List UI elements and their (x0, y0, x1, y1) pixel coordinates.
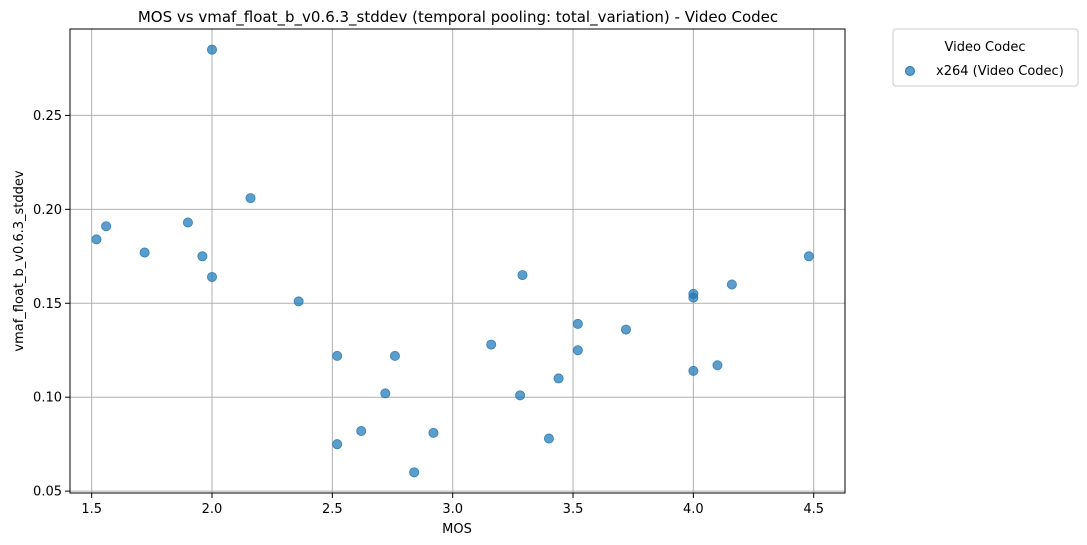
x-tick-label: 2.5 (322, 502, 343, 517)
scatter-point (486, 339, 497, 350)
legend-box (892, 28, 1079, 87)
x-tick-label: 3.0 (442, 502, 463, 517)
x-tick-label: 3.5 (563, 502, 584, 517)
scatter-point (803, 251, 814, 262)
scatter-point (207, 44, 218, 55)
scatter-point (139, 247, 150, 258)
scatter-point (245, 193, 256, 204)
scatter-point (543, 433, 554, 444)
scatter-point (620, 324, 631, 335)
y-tick-label: 0.15 (33, 297, 62, 312)
scatter-point (332, 439, 343, 450)
scatter-point (332, 350, 343, 361)
scatter-point (688, 292, 699, 303)
scatter-point (101, 221, 112, 232)
scatter-point (572, 345, 583, 356)
scatter-point (428, 427, 439, 438)
x-axis-ticks: 1.5 2.0 2.5 3.0 3.5 4.0 4.5 (81, 493, 824, 517)
scatter-point (515, 390, 526, 401)
scatter-point (409, 467, 420, 478)
x-axis-label: MOS (442, 522, 472, 537)
scatter-point (688, 365, 699, 376)
scatter-point (182, 217, 193, 228)
scatter-point (389, 350, 400, 361)
scatter-point (553, 373, 564, 384)
x-tick-label: 2.0 (202, 502, 223, 517)
scatter-point (517, 270, 528, 281)
grid-lines (70, 29, 845, 493)
y-tick-label: 0.20 (33, 203, 62, 218)
y-axis-label: vmaf_float_b_v0.6.3_stddev (12, 170, 27, 352)
y-axis-ticks: 0.05 0.10 0.15 0.20 0.25 (33, 109, 70, 500)
x-tick-label: 4.0 (683, 502, 704, 517)
chart-title: MOS vs vmaf_float_b_v0.6.3_stddev (tempo… (138, 8, 778, 27)
legend-marker (905, 66, 915, 76)
scatter-point (572, 318, 583, 329)
plot-frame (69, 28, 846, 494)
scatter-point (91, 234, 102, 245)
scatter-point (207, 271, 218, 282)
scatter-point (293, 296, 304, 307)
y-tick-label: 0.10 (33, 391, 62, 406)
scatter-point (197, 251, 208, 262)
y-tick-label: 0.05 (33, 485, 62, 500)
y-tick-label: 0.25 (33, 109, 62, 124)
data-points (91, 44, 814, 478)
legend-entry-label: x264 (Video Codec) (936, 64, 1064, 79)
legend-title: Video Codec (945, 40, 1026, 55)
scatter-point (380, 388, 391, 399)
legend: Video Codec x264 (Video Codec) (892, 28, 1079, 87)
x-tick-label: 1.5 (81, 502, 102, 517)
scatter-point (726, 279, 737, 290)
scatter-point (712, 360, 723, 371)
x-tick-label: 4.5 (803, 502, 824, 517)
scatter-point (356, 426, 367, 437)
